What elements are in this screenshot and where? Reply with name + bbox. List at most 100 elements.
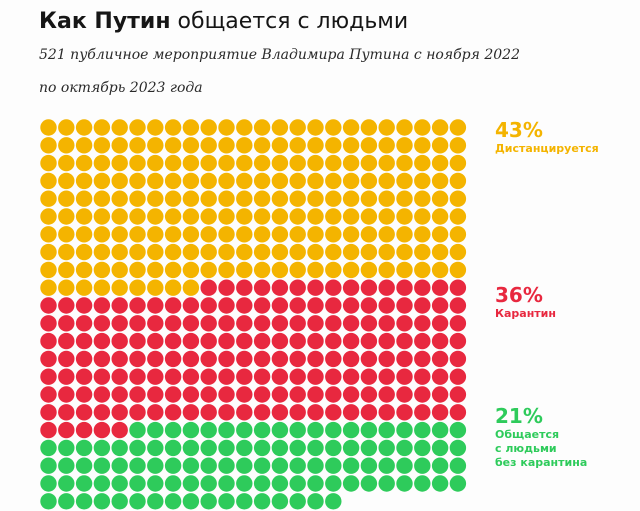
dot-open xyxy=(325,457,342,474)
dot-quarantine xyxy=(378,350,395,368)
dot-distance xyxy=(396,137,413,154)
dot-open xyxy=(93,475,111,492)
dot-open xyxy=(289,421,306,439)
dot-open xyxy=(236,457,253,474)
dot-distance xyxy=(253,137,271,154)
dot-open xyxy=(289,475,306,492)
dot-quarantine xyxy=(271,297,289,314)
dot-open xyxy=(58,493,75,510)
dot-quarantine xyxy=(253,315,271,332)
dot-quarantine xyxy=(164,368,182,385)
dot-quarantine xyxy=(147,404,164,421)
dot-quarantine xyxy=(93,421,111,439)
dot-open xyxy=(253,457,271,474)
dot-distance xyxy=(342,243,360,261)
dot-distance xyxy=(182,154,200,172)
dot-open xyxy=(236,421,253,439)
dot-distance xyxy=(271,226,289,243)
dot-distance xyxy=(396,261,413,279)
dot-distance xyxy=(182,119,200,136)
dot-open xyxy=(147,439,164,457)
dot-open xyxy=(342,439,360,457)
dot-distance xyxy=(431,243,449,261)
dot-distance xyxy=(200,208,217,225)
dot-distance xyxy=(111,261,128,279)
dot-distance xyxy=(271,208,289,225)
dot-quarantine xyxy=(396,315,413,332)
dot-distance xyxy=(40,279,57,296)
dot-quarantine xyxy=(307,368,324,385)
dot-distance xyxy=(218,190,235,207)
dot-open xyxy=(200,421,217,439)
dot-quarantine xyxy=(218,315,235,332)
dot-quarantine xyxy=(307,315,324,332)
dot-distance xyxy=(236,172,253,190)
dot-distance xyxy=(307,226,324,243)
dot-quarantine xyxy=(360,386,378,403)
dot-quarantine xyxy=(414,386,431,403)
dot-quarantine xyxy=(182,404,200,421)
dot-distance xyxy=(431,190,449,207)
dot-distance xyxy=(414,119,431,136)
dot-quarantine xyxy=(93,368,111,385)
dot-open xyxy=(360,421,378,439)
dot-quarantine xyxy=(40,315,57,332)
dot-quarantine xyxy=(342,404,360,421)
dot-distance xyxy=(218,119,235,136)
dot-open xyxy=(271,439,289,457)
dot-open xyxy=(218,439,235,457)
dot-open xyxy=(164,475,182,492)
dot-quarantine xyxy=(325,297,342,314)
dot-open xyxy=(431,439,449,457)
dot-quarantine xyxy=(182,315,200,332)
dot-distance xyxy=(58,226,75,243)
dot-open xyxy=(40,493,57,510)
dot-distance xyxy=(414,190,431,207)
dot-quarantine xyxy=(342,332,360,350)
dot-distance xyxy=(40,261,57,279)
dot-distance xyxy=(289,172,306,190)
dot-open xyxy=(40,475,57,492)
dot-quarantine xyxy=(325,315,342,332)
dot-distance xyxy=(431,119,449,136)
dot-open xyxy=(307,439,324,457)
dot-quarantine xyxy=(431,297,449,314)
dot-distance xyxy=(449,190,467,207)
dot-quarantine xyxy=(129,297,146,314)
dot-quarantine xyxy=(182,350,200,368)
dot-distance xyxy=(396,226,413,243)
dot-distance xyxy=(378,243,395,261)
dot-distance xyxy=(58,154,75,172)
dot-distance xyxy=(58,243,75,261)
dot-quarantine xyxy=(289,315,306,332)
dot-quarantine xyxy=(431,404,449,421)
dot-distance xyxy=(58,190,75,207)
dot-distance xyxy=(414,208,431,225)
dot-quarantine xyxy=(111,421,128,439)
dot-distance xyxy=(111,137,128,154)
dot-distance xyxy=(164,154,182,172)
dot-quarantine xyxy=(378,404,395,421)
dot-distance xyxy=(253,119,271,136)
dot-distance xyxy=(253,261,271,279)
dot-distance xyxy=(414,172,431,190)
dot-distance xyxy=(111,154,128,172)
dot-quarantine xyxy=(414,315,431,332)
dot-open xyxy=(325,475,342,492)
dot-distance xyxy=(129,154,146,172)
dot-distance xyxy=(236,261,253,279)
dot-quarantine xyxy=(218,332,235,350)
dot-distance xyxy=(378,208,395,225)
dot-quarantine xyxy=(271,350,289,368)
dot-quarantine xyxy=(449,368,467,385)
dot-distance xyxy=(378,154,395,172)
dot-open xyxy=(449,475,467,492)
dot-quarantine xyxy=(271,315,289,332)
legend-quarantine-label: Карантин xyxy=(495,307,556,320)
dot-quarantine xyxy=(378,279,395,296)
dot-quarantine xyxy=(307,350,324,368)
dot-distance xyxy=(147,154,164,172)
dot-distance xyxy=(289,243,306,261)
dot-open xyxy=(218,457,235,474)
dot-distance xyxy=(342,137,360,154)
